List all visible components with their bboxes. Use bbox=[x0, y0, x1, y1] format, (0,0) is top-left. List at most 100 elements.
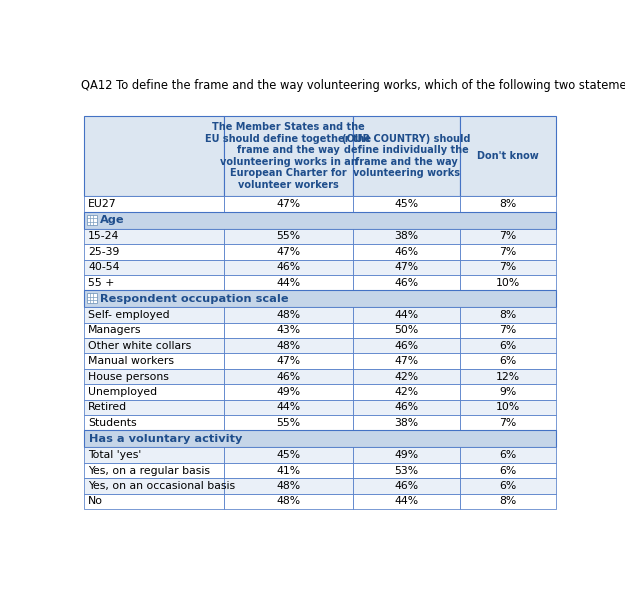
Text: 55%: 55% bbox=[276, 418, 301, 428]
Text: 46%: 46% bbox=[394, 403, 419, 412]
Bar bbox=[224, 493, 353, 509]
Bar bbox=[459, 447, 556, 463]
Text: 49%: 49% bbox=[276, 387, 301, 397]
Bar bbox=[224, 447, 353, 463]
Bar bbox=[224, 196, 353, 212]
Text: 46%: 46% bbox=[276, 371, 301, 382]
Bar bbox=[353, 400, 459, 415]
Bar bbox=[84, 400, 224, 415]
Bar bbox=[224, 229, 353, 244]
Bar bbox=[353, 259, 459, 275]
Text: 12%: 12% bbox=[496, 371, 520, 382]
Text: QA12 To define the frame and the way volunteering works, which of the following : QA12 To define the frame and the way vol… bbox=[81, 79, 625, 92]
Text: 38%: 38% bbox=[394, 231, 419, 242]
Text: 53%: 53% bbox=[394, 465, 419, 476]
Bar bbox=[84, 493, 224, 509]
Text: Age: Age bbox=[100, 215, 124, 225]
Text: Students: Students bbox=[88, 418, 137, 428]
Bar bbox=[353, 275, 459, 290]
Bar bbox=[224, 259, 353, 275]
Text: 50%: 50% bbox=[394, 325, 419, 336]
Bar bbox=[353, 307, 459, 323]
Text: 44%: 44% bbox=[394, 497, 419, 506]
Text: Self- employed: Self- employed bbox=[88, 310, 170, 320]
Text: 55 +: 55 + bbox=[88, 278, 114, 288]
Text: 10%: 10% bbox=[496, 278, 520, 288]
Bar bbox=[84, 431, 556, 447]
Text: (OUR COUNTRY) should
define individually the
frame and the way
volunteering work: (OUR COUNTRY) should define individually… bbox=[342, 134, 471, 178]
Text: No: No bbox=[88, 497, 103, 506]
Text: Manual workers: Manual workers bbox=[88, 356, 174, 366]
Text: 8%: 8% bbox=[499, 199, 516, 209]
Bar bbox=[459, 463, 556, 478]
Bar bbox=[353, 369, 459, 384]
Text: 9%: 9% bbox=[499, 387, 516, 397]
Text: 42%: 42% bbox=[394, 387, 419, 397]
Text: 44%: 44% bbox=[394, 310, 419, 320]
Bar bbox=[459, 415, 556, 431]
Text: 47%: 47% bbox=[276, 356, 301, 366]
Bar bbox=[224, 323, 353, 338]
Bar bbox=[84, 323, 224, 338]
Bar bbox=[459, 384, 556, 400]
Text: Managers: Managers bbox=[88, 325, 142, 336]
Bar bbox=[459, 275, 556, 290]
Text: 48%: 48% bbox=[276, 497, 301, 506]
Text: Don't know: Don't know bbox=[477, 151, 539, 161]
Text: 6%: 6% bbox=[499, 481, 516, 491]
Text: 7%: 7% bbox=[499, 247, 516, 257]
Text: Total 'yes': Total 'yes' bbox=[88, 450, 141, 460]
Text: 7%: 7% bbox=[499, 262, 516, 272]
Bar bbox=[459, 229, 556, 244]
Bar bbox=[224, 275, 353, 290]
Bar bbox=[353, 323, 459, 338]
Bar bbox=[84, 275, 224, 290]
Bar bbox=[353, 447, 459, 463]
Text: 45%: 45% bbox=[276, 450, 301, 460]
Bar bbox=[459, 307, 556, 323]
Text: 8%: 8% bbox=[499, 497, 516, 506]
Bar bbox=[84, 369, 224, 384]
Bar bbox=[87, 293, 97, 303]
Bar bbox=[353, 478, 459, 493]
Text: Unemployed: Unemployed bbox=[88, 387, 158, 397]
Text: Yes, on an occasional basis: Yes, on an occasional basis bbox=[88, 481, 236, 491]
Bar bbox=[224, 307, 353, 323]
Text: 46%: 46% bbox=[394, 481, 419, 491]
Text: 42%: 42% bbox=[394, 371, 419, 382]
Text: 55%: 55% bbox=[276, 231, 301, 242]
Bar bbox=[87, 215, 97, 225]
Bar bbox=[459, 338, 556, 353]
Bar bbox=[84, 353, 224, 369]
Text: 7%: 7% bbox=[499, 325, 516, 336]
Text: 25-39: 25-39 bbox=[88, 247, 119, 257]
Bar bbox=[224, 463, 353, 478]
Bar bbox=[84, 196, 224, 212]
Bar bbox=[84, 229, 224, 244]
Bar bbox=[459, 323, 556, 338]
Bar bbox=[84, 338, 224, 353]
Bar bbox=[84, 290, 556, 307]
Bar bbox=[224, 115, 353, 196]
Text: 46%: 46% bbox=[394, 247, 419, 257]
Text: 45%: 45% bbox=[394, 199, 419, 209]
Bar bbox=[84, 463, 224, 478]
Bar bbox=[459, 259, 556, 275]
Text: 40-54: 40-54 bbox=[88, 262, 120, 272]
Bar bbox=[84, 478, 224, 493]
Text: 49%: 49% bbox=[394, 450, 419, 460]
Bar bbox=[459, 244, 556, 259]
Bar bbox=[224, 400, 353, 415]
Text: 6%: 6% bbox=[499, 465, 516, 476]
Text: 6%: 6% bbox=[499, 356, 516, 366]
Text: 7%: 7% bbox=[499, 231, 516, 242]
Text: 46%: 46% bbox=[394, 278, 419, 288]
Text: 48%: 48% bbox=[276, 341, 301, 351]
Bar bbox=[459, 493, 556, 509]
Text: Respondent occupation scale: Respondent occupation scale bbox=[100, 294, 289, 304]
Bar bbox=[459, 115, 556, 196]
Text: EU27: EU27 bbox=[88, 199, 117, 209]
Bar bbox=[84, 244, 224, 259]
Bar bbox=[224, 353, 353, 369]
Bar bbox=[84, 307, 224, 323]
